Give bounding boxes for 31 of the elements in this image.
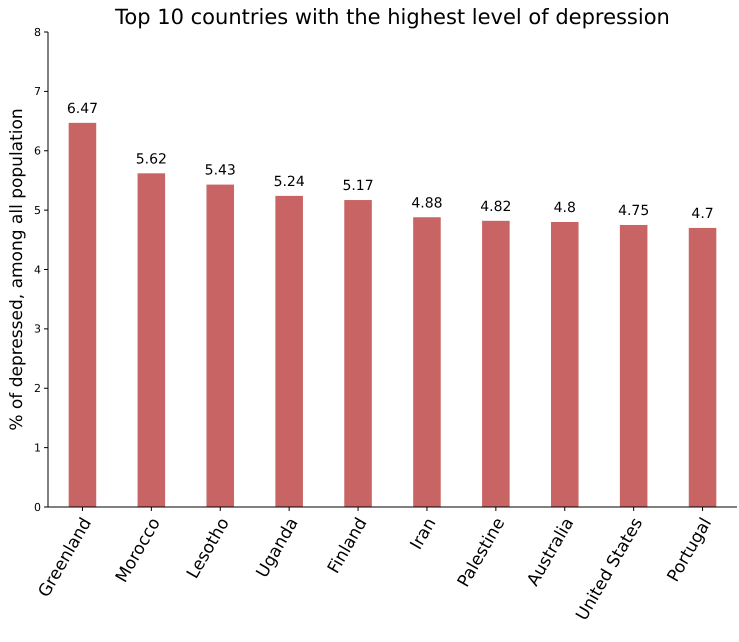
data-label: 4.7 xyxy=(691,206,714,222)
data-label: 6.47 xyxy=(66,100,98,117)
bar xyxy=(482,220,510,507)
bar xyxy=(138,173,166,507)
y-tick-label: 7 xyxy=(34,85,41,98)
data-label: 4.8 xyxy=(554,200,576,216)
bar xyxy=(206,184,234,507)
bar xyxy=(550,222,579,507)
y-tick-label: 1 xyxy=(34,441,41,454)
y-tick-label: 6 xyxy=(34,144,41,158)
data-label: 4.82 xyxy=(480,198,512,215)
bar xyxy=(344,200,372,507)
data-label: 5.43 xyxy=(204,162,236,179)
bar xyxy=(620,224,648,507)
y-tick-label: 5 xyxy=(34,204,41,217)
y-tick-label: 3 xyxy=(34,322,41,336)
y-tick-label: 2 xyxy=(34,382,41,396)
y-tick-label: 0 xyxy=(34,500,41,514)
y-tick-label: 8 xyxy=(34,26,41,39)
data-label: 5.62 xyxy=(136,151,167,168)
y-axis-title: % of depressed, among all population xyxy=(7,108,27,431)
y-tick-label: 4 xyxy=(34,263,41,276)
data-label: 5.17 xyxy=(342,178,374,194)
bar xyxy=(275,196,303,507)
data-label: 5.24 xyxy=(274,174,305,190)
data-label: 4.75 xyxy=(618,202,650,219)
bar xyxy=(413,217,441,507)
data-label: 4.88 xyxy=(411,195,443,212)
chart-title: Top 10 countries with the highest level of depression xyxy=(114,5,670,29)
bar xyxy=(688,228,716,507)
bar xyxy=(68,122,96,507)
